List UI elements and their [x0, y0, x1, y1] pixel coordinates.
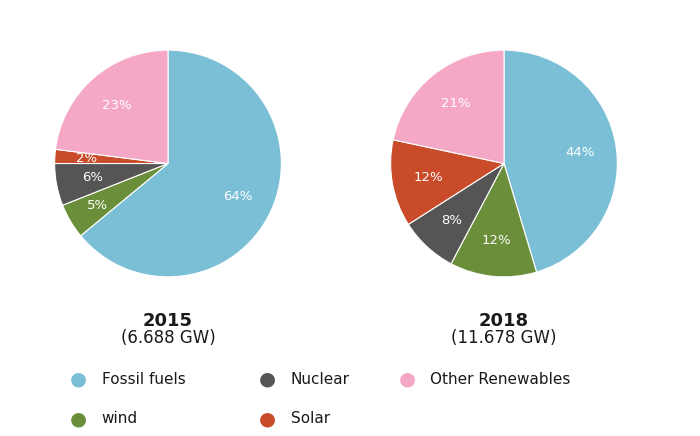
Text: wind: wind [102, 411, 138, 426]
Text: 12%: 12% [413, 170, 443, 184]
Text: 23%: 23% [102, 99, 132, 112]
Text: 2018: 2018 [479, 312, 529, 330]
Text: 12%: 12% [482, 234, 511, 247]
Wedge shape [55, 50, 168, 164]
Text: 21%: 21% [441, 97, 470, 110]
Text: ●: ● [70, 409, 87, 428]
Text: (11.678 GW): (11.678 GW) [452, 329, 556, 347]
Text: Nuclear: Nuclear [290, 372, 349, 387]
Wedge shape [55, 164, 168, 205]
Wedge shape [391, 140, 504, 225]
Text: 5%: 5% [88, 198, 108, 211]
Wedge shape [504, 50, 617, 272]
Text: (6.688 GW): (6.688 GW) [120, 329, 216, 347]
Wedge shape [393, 50, 504, 164]
Wedge shape [80, 50, 281, 277]
Text: 64%: 64% [223, 190, 253, 203]
Text: ●: ● [399, 370, 416, 389]
Wedge shape [55, 149, 168, 164]
Text: 44%: 44% [566, 146, 595, 159]
Wedge shape [408, 164, 504, 264]
Wedge shape [62, 164, 168, 236]
Text: 2%: 2% [76, 152, 97, 165]
Text: ●: ● [70, 370, 87, 389]
Text: 8%: 8% [441, 214, 462, 227]
Text: Solar: Solar [290, 411, 330, 426]
Text: ●: ● [259, 409, 276, 428]
Text: Fossil fuels: Fossil fuels [102, 372, 186, 387]
Wedge shape [451, 164, 537, 277]
Text: 2015: 2015 [143, 312, 193, 330]
Text: 6%: 6% [82, 171, 103, 184]
Text: ●: ● [259, 370, 276, 389]
Text: Other Renewables: Other Renewables [430, 372, 571, 387]
